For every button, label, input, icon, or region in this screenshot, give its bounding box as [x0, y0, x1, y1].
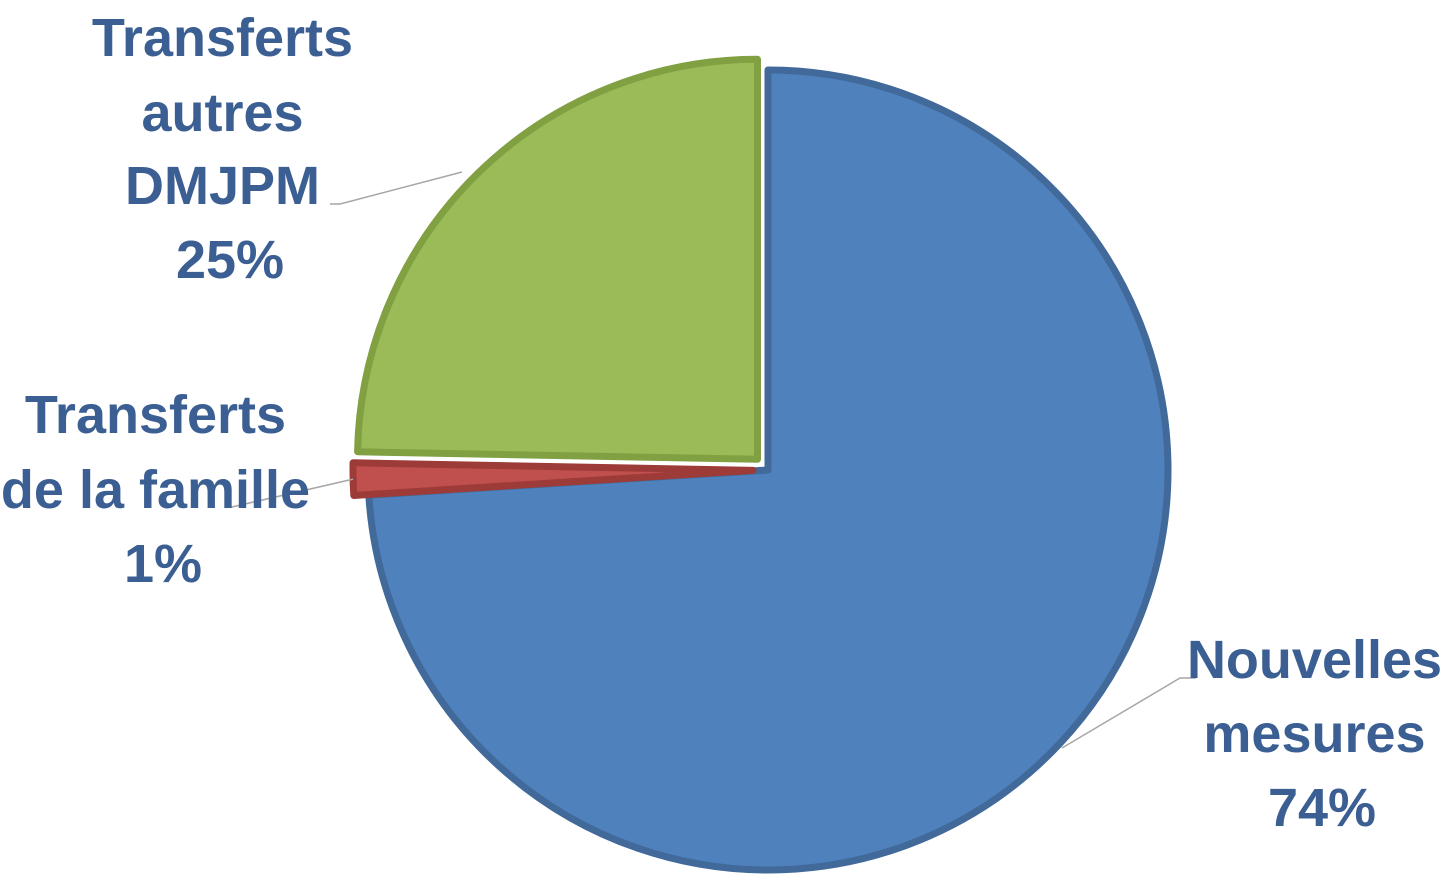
slice-label-transferts-autres: Transferts autres DMJPM 25% — [92, 8, 368, 290]
slice-nouvelles-mesures — [365, 66, 1172, 874]
leader-line — [229, 478, 354, 508]
percent-label: 1% — [124, 534, 202, 594]
leader-lines — [229, 171, 1196, 749]
leader-line — [1061, 677, 1196, 749]
leader-line — [330, 171, 463, 205]
pie-slices — [349, 55, 1172, 874]
percent-label: 74% — [1268, 778, 1376, 838]
percent-label: 25% — [176, 230, 284, 290]
label-line: Nouvelles — [1187, 630, 1442, 690]
label-line: DMJPM — [125, 156, 320, 216]
slice-label-nouvelles-mesures: Nouvelles mesures 74% — [1187, 630, 1452, 838]
label-line: de la famille — [1, 460, 310, 520]
label-line: autres — [141, 83, 303, 143]
label-line: Transferts — [25, 385, 286, 445]
label-line: Transferts — [92, 8, 353, 68]
slice-label-transferts-famille: Transferts de la famille 1% — [1, 385, 325, 594]
slice-transferts-autres — [354, 55, 761, 463]
label-line: mesures — [1203, 704, 1425, 764]
slice-transferts-famille — [349, 459, 757, 499]
